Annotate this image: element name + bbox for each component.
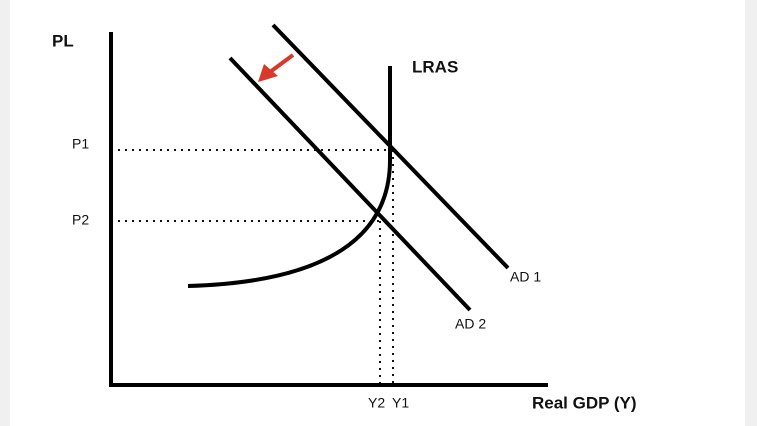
price-label: P2 xyxy=(72,212,89,228)
shift-arrow xyxy=(268,53,295,74)
ad1-label: AD 1 xyxy=(510,269,541,285)
price-label: P1 xyxy=(72,136,89,152)
x-axis-label: Real GDP (Y) xyxy=(532,393,637,412)
ad2-label: AD 2 xyxy=(455,316,486,332)
left-margin xyxy=(0,0,10,426)
shift-arrowhead xyxy=(258,64,278,82)
ad2-curve xyxy=(228,56,472,312)
guides xyxy=(118,149,394,383)
y-axis-label: PL xyxy=(52,31,74,50)
ad1-curve xyxy=(271,23,510,270)
right-margin xyxy=(745,0,757,426)
output-label: Y1 xyxy=(392,395,409,411)
lras-label: LRAS xyxy=(412,57,458,76)
lras-curve xyxy=(187,66,392,288)
output-label: Y2 xyxy=(368,395,385,411)
